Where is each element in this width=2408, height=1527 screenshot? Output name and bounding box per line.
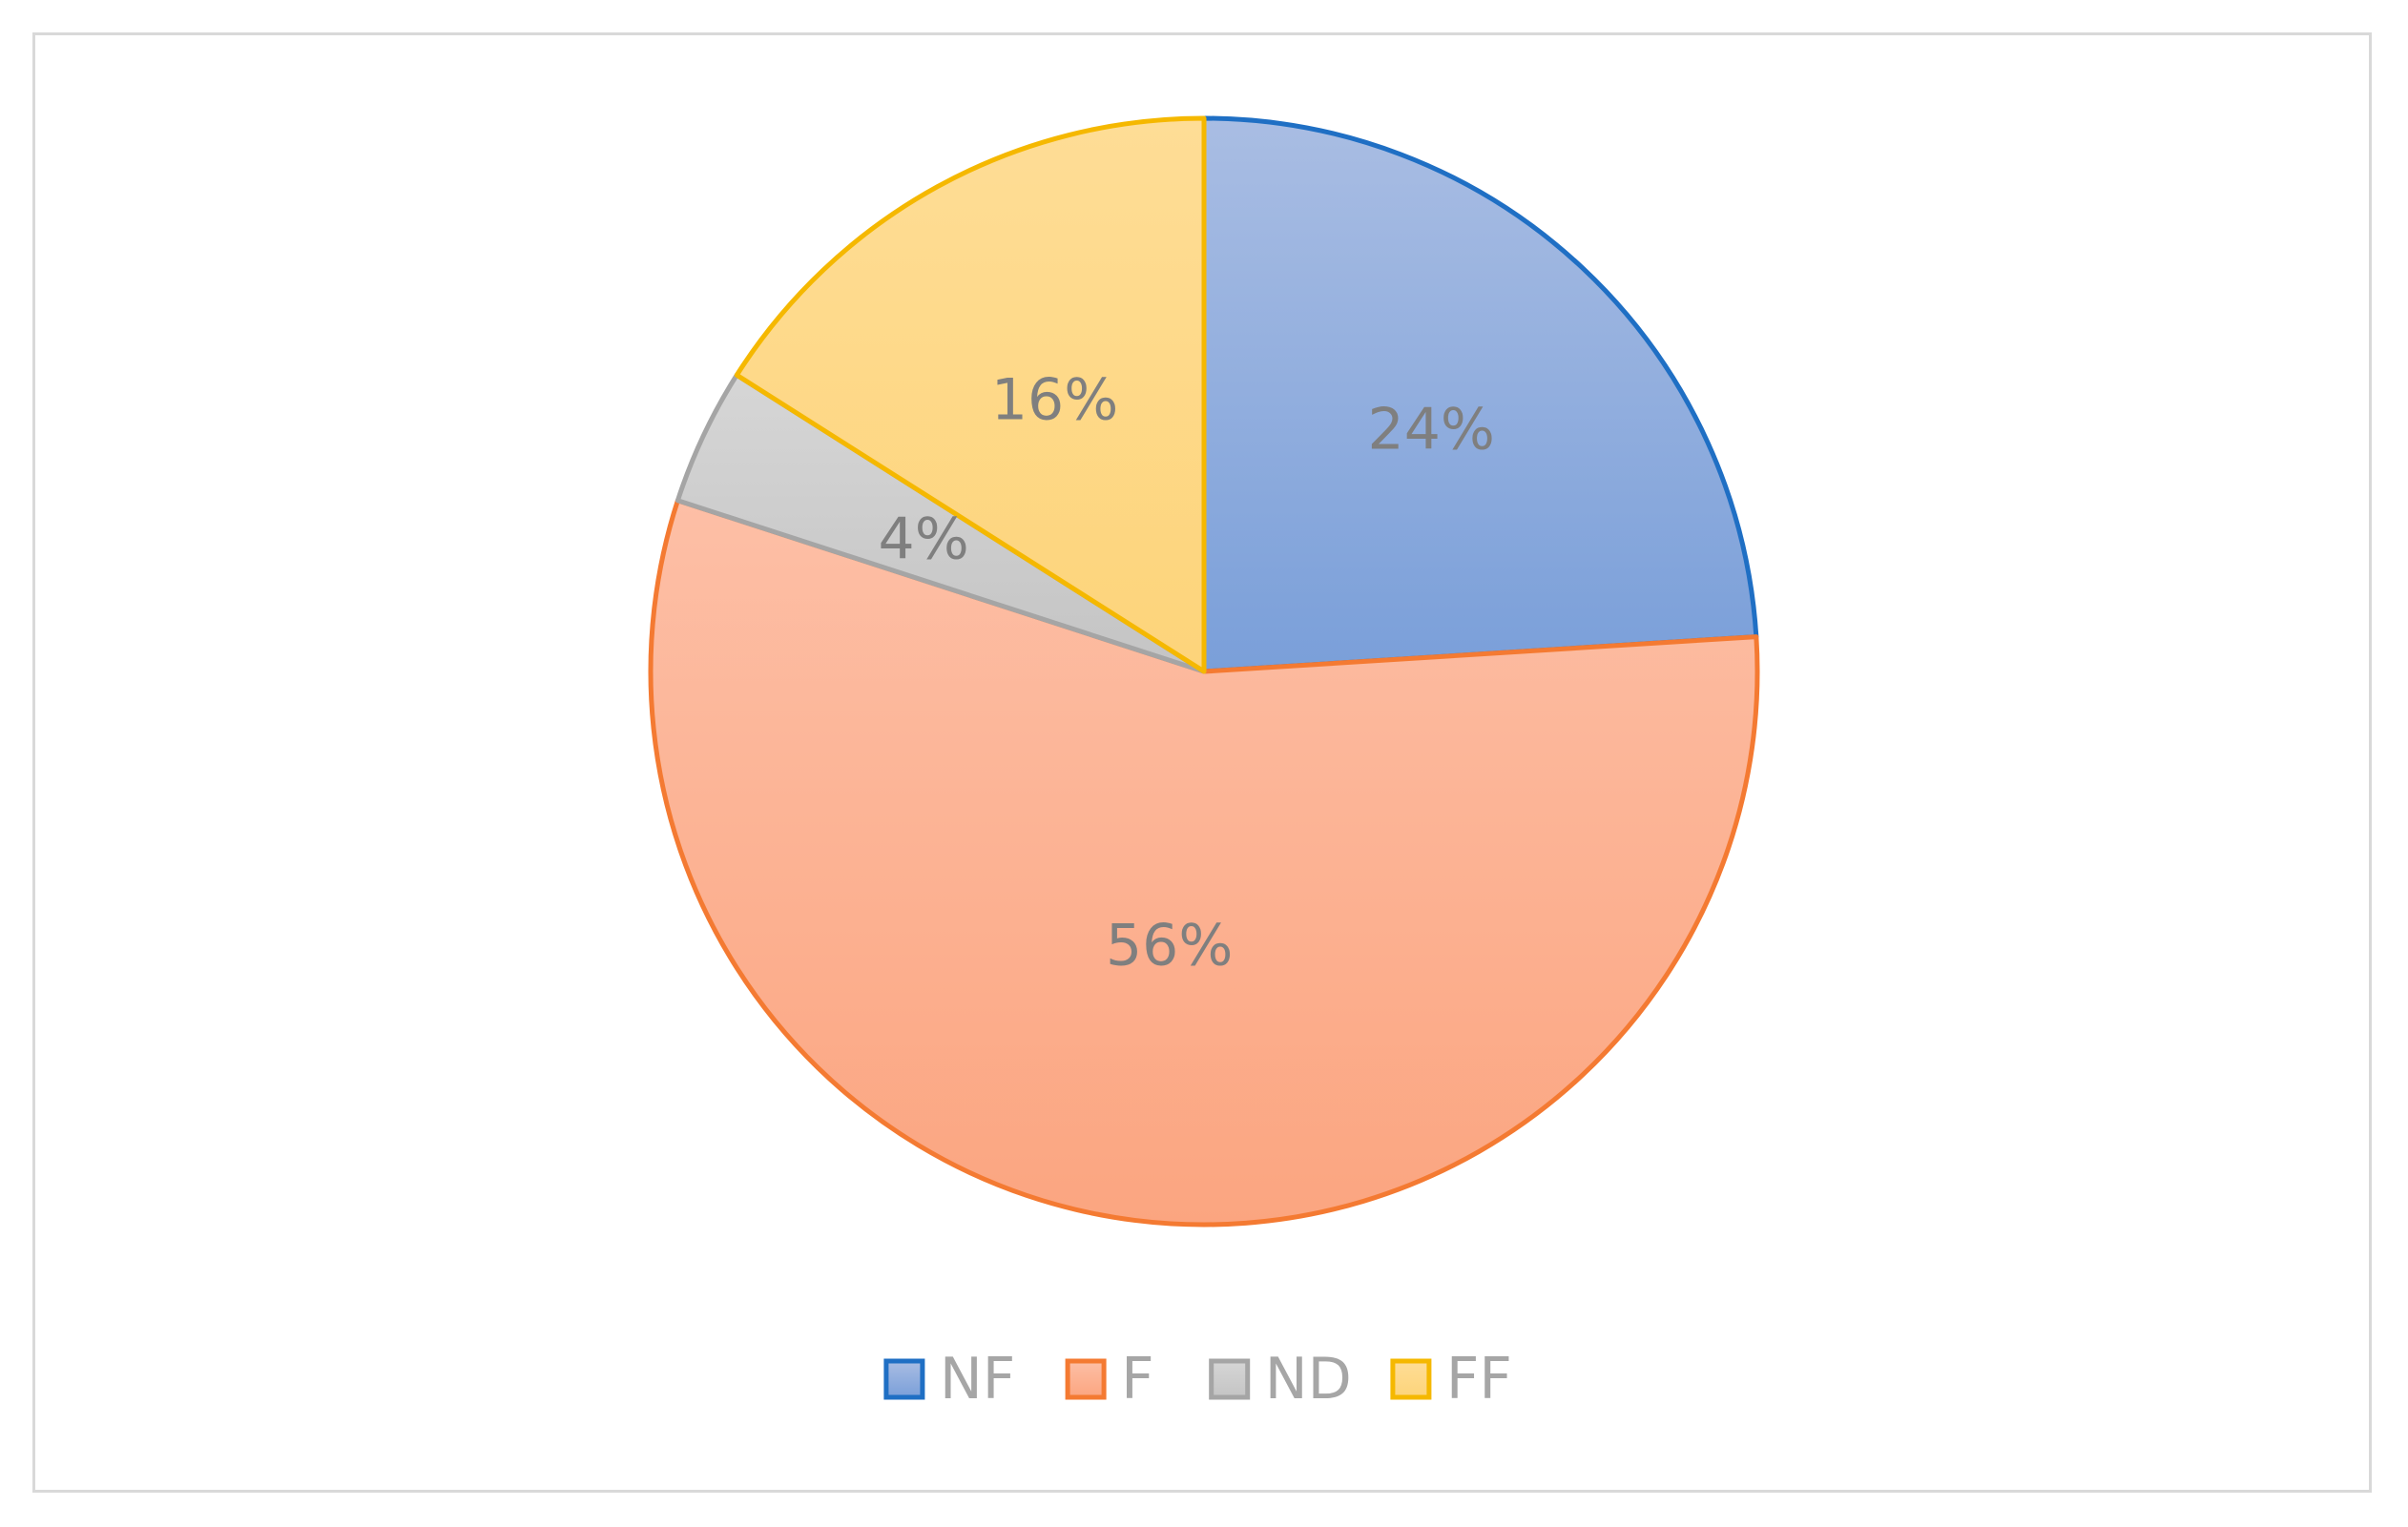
- slice-label-nf: 24%: [1368, 396, 1495, 463]
- legend: NF F ND FF: [883, 1346, 1512, 1413]
- legend-label-nd: ND: [1265, 1346, 1352, 1413]
- legend-swatch-nd: [1209, 1358, 1251, 1400]
- pie-slice-nf: [1201, 115, 1759, 674]
- legend-swatch-f: [1065, 1358, 1107, 1400]
- slice-label-ff: 16%: [991, 366, 1118, 433]
- slice-label-nd: 4%: [879, 506, 969, 573]
- legend-label-f: F: [1121, 1346, 1154, 1413]
- slice-label-f: 56%: [1106, 913, 1233, 980]
- pie-slices: [648, 115, 1760, 1228]
- legend-label-ff: FF: [1446, 1346, 1512, 1413]
- legend-swatch-nf: [883, 1358, 925, 1400]
- legend-swatch-ff: [1390, 1358, 1432, 1400]
- slice-labels: 24% 56% 4% 16%: [879, 366, 1495, 979]
- pie-slice-f: [648, 498, 1760, 1228]
- legend-label-nf: NF: [940, 1346, 1015, 1413]
- pie-slice-ff: [734, 115, 1207, 674]
